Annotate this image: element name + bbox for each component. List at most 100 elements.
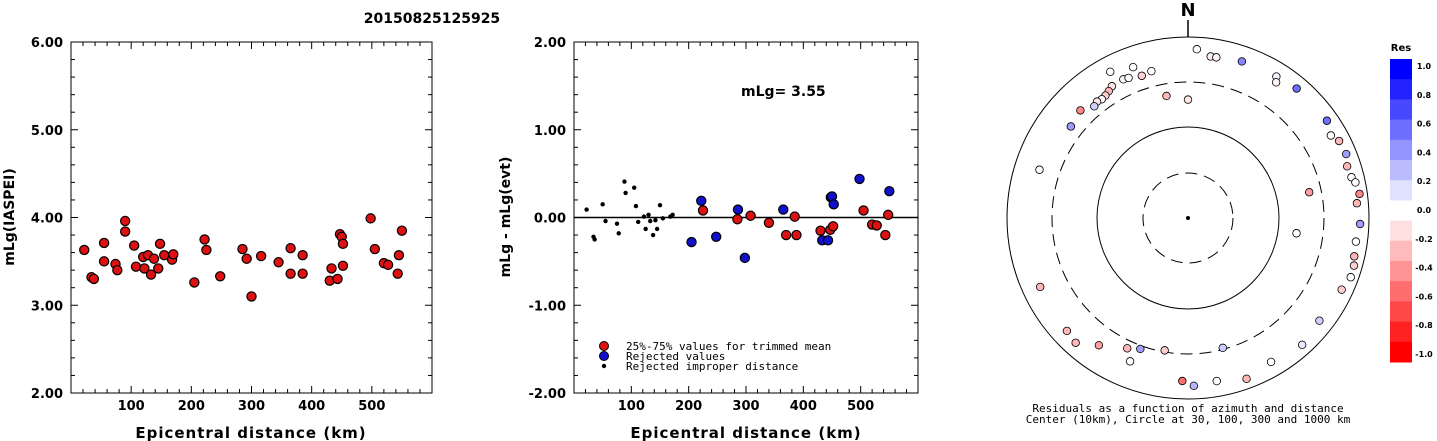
- colorbar-tick-label: 0.8: [1417, 91, 1432, 100]
- colorbar-cell: [1390, 301, 1412, 323]
- station-marker: [1351, 237, 1361, 246]
- station-marker: [1337, 285, 1346, 294]
- data-point: [119, 215, 131, 227]
- station-marker: [1160, 346, 1169, 355]
- station-marker: [1136, 344, 1145, 354]
- station-marker: [1125, 357, 1135, 366]
- data-point: [112, 264, 123, 276]
- data-point: [297, 268, 308, 279]
- legend-marker-improper: [601, 363, 607, 369]
- station-marker: [1297, 340, 1307, 350]
- station-marker: [1355, 189, 1364, 199]
- colorbar-cell: [1390, 341, 1412, 363]
- data-point-trimmed: [791, 229, 802, 241]
- data-point: [337, 238, 349, 250]
- data-point: [130, 261, 142, 272]
- station-marker: [1212, 376, 1221, 386]
- chart-left-mlg-vs-distance: 100 200 300 400 500 2.00 3.00 4.00 5.00 6.00 Epic…: [2, 36, 433, 441]
- legend-label-trimmed: 25%-75% values for trimmed mean: [626, 340, 831, 353]
- chart-middle-xlabel: Epicentral distance (km): [630, 424, 861, 441]
- station-marker: [1351, 178, 1360, 187]
- station-marker: [1352, 199, 1362, 208]
- data-point: [241, 253, 252, 264]
- y-tick-label: -1.00: [529, 299, 566, 314]
- data-point: [168, 249, 179, 260]
- station-marker: [1066, 122, 1076, 131]
- y-tick-label: 1.00: [534, 124, 566, 139]
- data-point-improper: [632, 185, 637, 190]
- station-marker: [1178, 376, 1187, 386]
- ring-100km: [1096, 126, 1280, 310]
- data-point: [189, 277, 200, 288]
- data-point-improper: [660, 216, 666, 221]
- data-point: [98, 237, 110, 249]
- x-tick-label: 200: [178, 399, 205, 414]
- data-point-trimmed: [763, 217, 775, 228]
- data-point: [98, 256, 110, 267]
- colorbar-tick-label: 0.0: [1417, 206, 1432, 215]
- colorbar-tick-label: 1.0: [1417, 62, 1432, 71]
- data-point-trimmed: [697, 205, 709, 216]
- data-point: [148, 253, 160, 264]
- data-point-trimmed: [780, 229, 792, 241]
- colorbar-tick-label: 0.2: [1417, 177, 1431, 186]
- data-point-rejected: [822, 235, 834, 246]
- data-point-improper: [592, 237, 597, 242]
- legend-label-rejected: Rejected values: [626, 350, 725, 363]
- data-point-improper: [616, 231, 621, 236]
- colorbar-cell: [1390, 160, 1412, 181]
- data-point: [201, 244, 212, 256]
- data-point-rejected: [778, 204, 789, 215]
- data-point-trimmed: [858, 205, 869, 216]
- data-point-improper: [584, 207, 589, 212]
- station-marker: [1076, 106, 1085, 115]
- x-tick-label: 400: [298, 399, 325, 414]
- data-point: [154, 238, 166, 250]
- data-point-rejected: [739, 252, 751, 264]
- data-point: [337, 260, 349, 271]
- station-marker: [1342, 162, 1352, 171]
- data-point-improper: [650, 232, 656, 238]
- station-marker: [1147, 66, 1156, 76]
- data-point: [273, 257, 284, 268]
- station-marker: [1137, 71, 1146, 80]
- station-marker: [1305, 188, 1314, 197]
- data-point: [128, 240, 140, 251]
- station-marker: [1342, 149, 1351, 159]
- data-point: [79, 244, 90, 256]
- ring-1000km: [1006, 36, 1370, 400]
- data-point-improper: [646, 212, 651, 218]
- station-marker: [1189, 381, 1199, 391]
- data-point-trimmed: [732, 214, 743, 225]
- data-point-improper: [641, 214, 647, 219]
- data-point-rejected: [710, 231, 722, 243]
- polar-caption-line1: Residuals as a function of azimuth and d…: [1032, 402, 1343, 415]
- x-tick-label: 200: [675, 399, 702, 414]
- station-marker: [1271, 78, 1281, 87]
- colorbar-tick-label: 0.6: [1417, 120, 1432, 129]
- chart-azimuth-polar: N Residuals as a function of azimuth and…: [1006, 0, 1370, 426]
- station-marker: [1292, 229, 1301, 238]
- data-point-improper: [670, 212, 675, 218]
- station-marker: [1315, 316, 1324, 325]
- station-marker: [1106, 67, 1115, 77]
- residual-colorbar: Res 1.0 0.8 0.6 0.4 0.2 0.0 -0.2 -0.4 -0.6 -0.8 -1…: [1390, 43, 1433, 363]
- data-point: [326, 263, 337, 274]
- data-point: [297, 250, 308, 261]
- x-tick-label: 300: [732, 399, 759, 414]
- station-marker: [1218, 343, 1227, 353]
- data-point-trimmed: [815, 225, 826, 236]
- data-point-improper: [657, 203, 663, 208]
- colorbar-cell: [1390, 180, 1412, 201]
- chart-middle-residuals: 100 200 300 400 500 -2.00 -1.00 0.00 1.00 2.00 mL…: [498, 36, 919, 441]
- data-point: [396, 225, 408, 236]
- data-point-improper: [643, 226, 648, 232]
- colorbar-cell: [1390, 139, 1412, 161]
- data-point-improper: [603, 218, 608, 224]
- colorbar-cell: [1390, 220, 1412, 242]
- colorbar-cell: [1390, 119, 1412, 141]
- data-point: [88, 273, 100, 285]
- y-tick-label: 2.00: [534, 36, 566, 51]
- colorbar-cell: [1390, 79, 1412, 100]
- colorbar-labels: 1.0 0.8 0.6 0.4 0.2 0.0 -0.2 -0.4 -0.6 -0.8 -1.0: [1415, 62, 1433, 359]
